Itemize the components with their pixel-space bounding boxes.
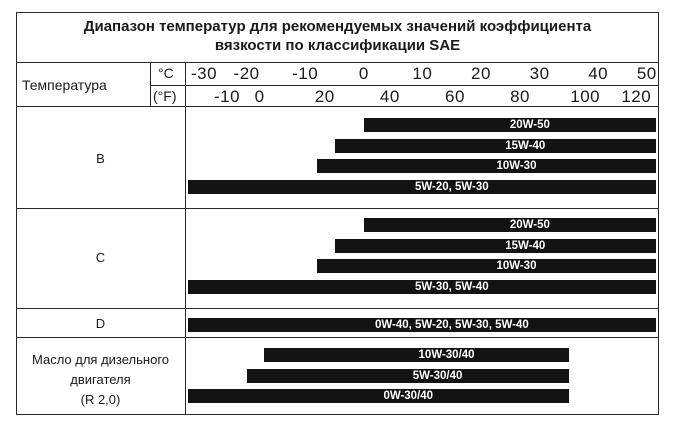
- label-column-divider: [185, 62, 186, 415]
- viscosity-grade-label: 20W-50: [509, 119, 550, 131]
- viscosity-grade-label: 10W-30/40: [418, 349, 475, 361]
- viscosity-grade-label: 5W-30, 5W-40: [415, 280, 489, 293]
- viscosity-grade-label: 20W-50: [509, 219, 550, 231]
- viscosity-bar: 15W-40: [334, 138, 656, 153]
- unit-column-divider: [150, 62, 151, 106]
- celsius-tick: 40: [588, 64, 609, 83]
- table-title: Диапазон температур для рекомендуемых зн…: [17, 13, 658, 60]
- viscosity-grade-label: 0W-30/40: [383, 390, 434, 402]
- fahrenheit-tick: 60: [444, 87, 465, 106]
- header-divider: [16, 106, 659, 107]
- viscosity-grade-label: 15W-40: [505, 139, 546, 152]
- celsius-tick: 20: [471, 64, 491, 83]
- row-label-c: C: [95, 250, 106, 265]
- diesel-label-line-2: двигателя: [70, 372, 131, 387]
- title-divider: [16, 62, 659, 63]
- viscosity-grade-label: 10W-30: [496, 160, 537, 172]
- viscosity-bar: 10W-30: [316, 159, 656, 173]
- viscosity-grade-label: 0W-40, 5W-20, 5W-30, 5W-40: [375, 319, 529, 331]
- fahrenheit-unit: (°F): [153, 88, 177, 104]
- celsius-tick: 0: [358, 64, 369, 83]
- table-frame: [16, 12, 659, 415]
- title-line-2: вязкости по классификации SAE: [214, 37, 461, 54]
- diesel-label-line-3: (R 2,0): [80, 392, 121, 407]
- viscosity-bar: 10W-30/40: [264, 348, 569, 362]
- celsius-tick: 50: [636, 64, 657, 83]
- viscosity-grade-label: 15W-40: [505, 239, 546, 252]
- row-d-divider: [16, 337, 659, 338]
- diesel-label-line-1: Масло для дизельного: [31, 352, 169, 367]
- celsius-tick: -20: [233, 64, 260, 83]
- viscosity-grade-label: 5W-30/40: [412, 369, 463, 382]
- fahrenheit-tick: 100: [570, 87, 601, 106]
- fahrenheit-tick: -10: [214, 87, 241, 106]
- fahrenheit-tick: 80: [510, 87, 531, 106]
- temperature-label: Температура: [22, 77, 107, 93]
- viscosity-bar: 5W-20, 5W-30: [188, 179, 656, 194]
- viscosity-bar: 5W-30/40: [246, 368, 569, 383]
- row-c-divider: [16, 308, 659, 309]
- scale-divider: [150, 85, 659, 86]
- fahrenheit-tick: 40: [379, 87, 400, 106]
- viscosity-bar: 15W-40: [334, 238, 656, 253]
- viscosity-bar: 20W-50: [363, 118, 656, 132]
- viscosity-bar: 0W-40, 5W-20, 5W-30, 5W-40: [188, 318, 656, 332]
- celsius-tick: -10: [292, 64, 319, 83]
- celsius-tick: -30: [190, 64, 218, 83]
- celsius-tick: 30: [529, 64, 550, 83]
- viscosity-grade-label: 5W-20, 5W-30: [415, 180, 489, 193]
- celsius-tick: 10: [412, 64, 433, 83]
- viscosity-bar: 20W-50: [363, 218, 656, 232]
- viscosity-bar: 5W-30, 5W-40: [188, 279, 656, 294]
- viscosity-grade-label: 10W-30: [496, 260, 537, 272]
- row-b-divider: [16, 208, 659, 209]
- row-label-b: B: [96, 151, 105, 166]
- viscosity-bar: 10W-30: [316, 259, 656, 273]
- fahrenheit-tick: 120: [621, 87, 652, 106]
- row-label-d: D: [95, 316, 106, 331]
- row-label-diesel: Масло для дизельного двигателя (R 2,0): [16, 350, 185, 410]
- celsius-unit: °C: [158, 65, 174, 81]
- viscosity-bar: 0W-30/40: [188, 389, 569, 403]
- title-line-1: Диапазон температур для рекомендуемых зн…: [83, 18, 592, 35]
- fahrenheit-tick: 20: [314, 87, 335, 106]
- fahrenheit-tick: 0: [254, 87, 265, 106]
